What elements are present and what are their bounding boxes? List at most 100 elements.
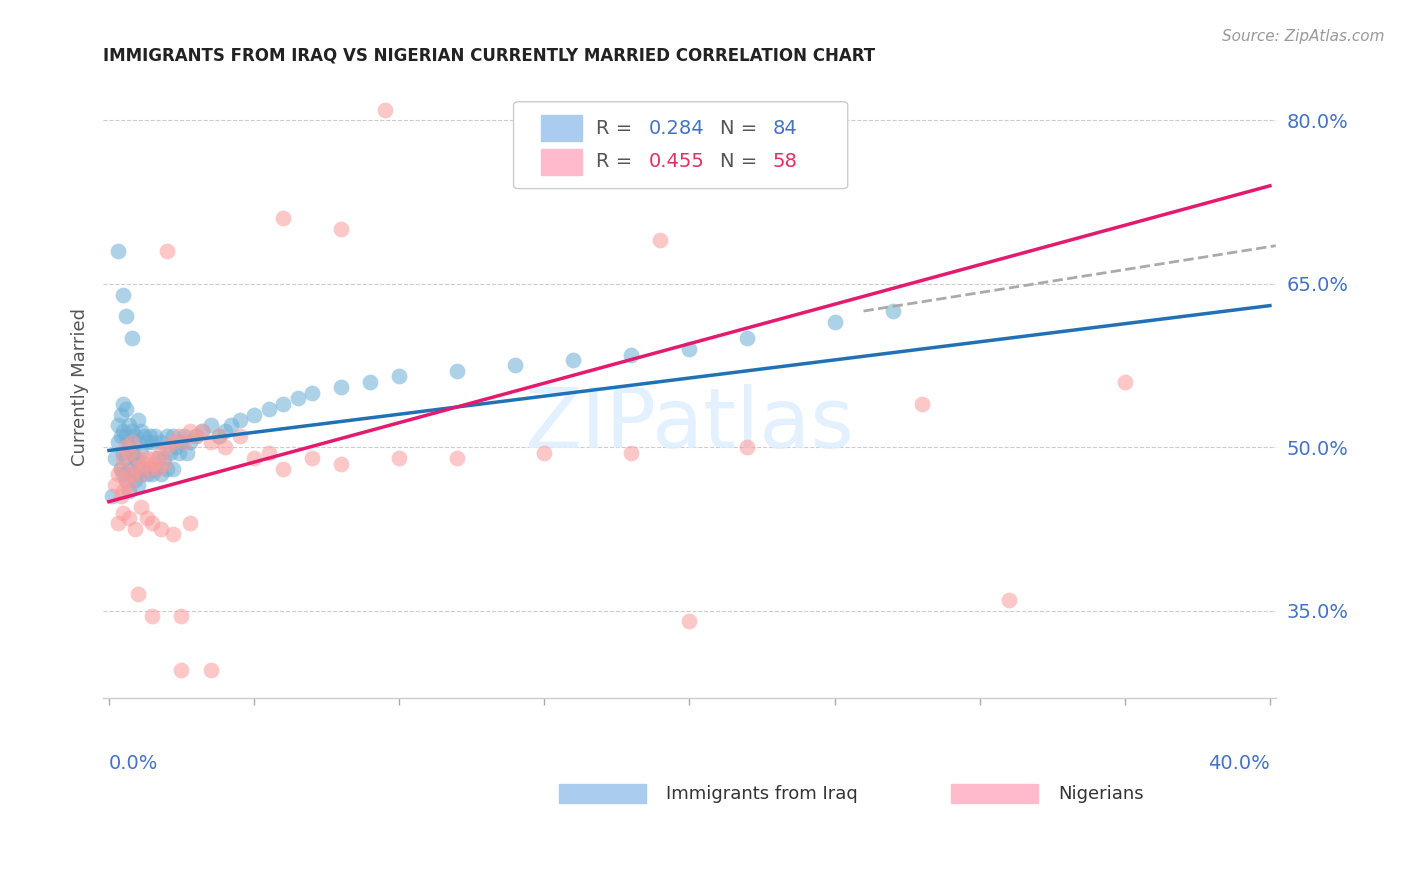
Point — [167, 445, 190, 459]
Point — [118, 478, 141, 492]
Point — [271, 211, 294, 226]
FancyBboxPatch shape — [513, 102, 848, 188]
Point — [138, 429, 160, 443]
Point — [150, 434, 173, 449]
Point — [138, 462, 160, 476]
Point — [1114, 375, 1136, 389]
Point — [257, 402, 280, 417]
Point — [118, 445, 141, 459]
Point — [184, 429, 207, 443]
Point — [110, 429, 132, 443]
Point — [110, 408, 132, 422]
Point — [124, 473, 146, 487]
Point — [650, 233, 672, 247]
Point — [145, 451, 167, 466]
Text: 84: 84 — [773, 119, 797, 138]
Point — [121, 331, 143, 345]
Point — [678, 342, 700, 356]
Point — [104, 478, 127, 492]
Point — [388, 451, 411, 466]
Point — [214, 440, 236, 454]
Point — [141, 467, 163, 482]
Point — [271, 462, 294, 476]
Text: R =: R = — [596, 119, 638, 138]
Point — [330, 222, 353, 236]
Point — [446, 364, 468, 378]
Point — [153, 457, 176, 471]
Point — [115, 310, 138, 324]
Point — [620, 445, 643, 459]
Point — [118, 440, 141, 454]
Point — [127, 451, 149, 466]
Point — [127, 434, 149, 449]
Point — [112, 287, 135, 301]
Point — [115, 473, 138, 487]
Point — [121, 467, 143, 482]
Point — [159, 445, 181, 459]
Point — [115, 451, 138, 466]
Point — [121, 424, 143, 438]
Point — [124, 522, 146, 536]
Point — [179, 434, 201, 449]
Point — [156, 244, 179, 259]
Point — [228, 429, 250, 443]
Point — [200, 664, 222, 678]
Point — [243, 451, 266, 466]
Point — [173, 429, 195, 443]
Point — [118, 511, 141, 525]
Point — [121, 445, 143, 459]
Point — [107, 516, 129, 531]
Point — [129, 467, 152, 482]
Point — [129, 500, 152, 514]
Y-axis label: Currently Married: Currently Married — [72, 309, 89, 467]
Point — [156, 462, 179, 476]
Point — [179, 424, 201, 438]
Point — [135, 451, 157, 466]
Point — [135, 511, 157, 525]
Point — [110, 462, 132, 476]
Text: R =: R = — [596, 153, 638, 171]
Point — [824, 315, 846, 329]
Point — [910, 396, 932, 410]
Point — [124, 462, 146, 476]
Point — [156, 429, 179, 443]
Point — [173, 434, 195, 449]
Point — [121, 434, 143, 449]
Bar — [950, 784, 1038, 804]
Point — [167, 429, 190, 443]
Point — [271, 396, 294, 410]
Point — [200, 434, 222, 449]
Point — [118, 418, 141, 433]
Text: 0.0%: 0.0% — [108, 755, 159, 773]
Point — [219, 418, 242, 433]
Point — [243, 408, 266, 422]
Point — [112, 424, 135, 438]
Point — [112, 467, 135, 482]
Bar — [540, 115, 582, 142]
Point — [132, 462, 155, 476]
Point — [112, 396, 135, 410]
Point — [127, 587, 149, 601]
Point — [997, 592, 1019, 607]
Text: ZIPatlas: ZIPatlas — [524, 384, 855, 465]
Point — [121, 467, 143, 482]
Point — [170, 664, 193, 678]
Point — [533, 445, 555, 459]
Point — [208, 429, 231, 443]
Text: Nigerians: Nigerians — [1059, 785, 1143, 803]
Point — [115, 429, 138, 443]
Bar — [558, 784, 645, 804]
Point — [153, 451, 176, 466]
Point — [110, 489, 132, 503]
Point — [124, 429, 146, 443]
Point — [129, 467, 152, 482]
Point — [127, 413, 149, 427]
Point — [124, 451, 146, 466]
Point — [184, 429, 207, 443]
Point — [141, 457, 163, 471]
Point — [132, 457, 155, 471]
Point — [208, 429, 231, 443]
Point — [191, 424, 214, 438]
Text: 58: 58 — [773, 153, 797, 171]
Point — [503, 359, 526, 373]
